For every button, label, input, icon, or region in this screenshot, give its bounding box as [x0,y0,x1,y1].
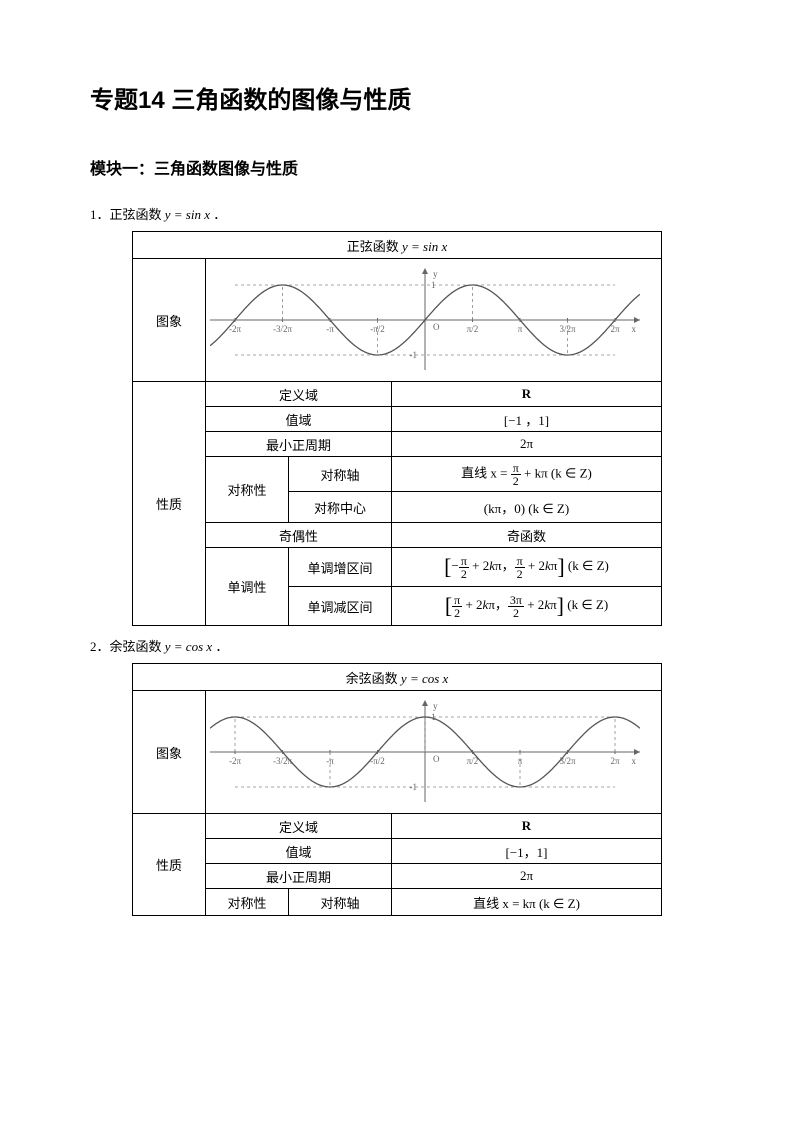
svg-text:-π/2: -π/2 [370,756,385,766]
sine-range-lbl: 值域 [206,407,392,432]
svg-text:-2π: -2π [229,324,241,334]
cosine-graph: Oyx1-1-2π-3/2π-π-π/2π/2π3/2π2π [210,697,640,807]
sine-table: 正弦函数 y = sin x 图象 Oyx1-1-2π-3/2π-π-π/2π/… [132,231,662,626]
item-2-intro: 2．余弦函数 y = cos x ． [90,636,704,655]
sine-mono-dec-lbl: 单调减区间 [289,587,392,626]
sine-mono-inc-lbl: 单调增区间 [289,548,392,587]
sine-domain-lbl: 定义域 [206,382,392,407]
svg-text:1: 1 [431,280,436,290]
svg-text:x: x [632,756,637,766]
section-subtitle: 模块一：三角函数图像与性质 [90,155,704,179]
svg-text:y: y [433,701,438,711]
sine-sym-lbl: 对称性 [206,457,289,523]
sine-mono-inc-val: [−π2 + 2kπ，π2 + 2kπ] (k ∈ Z) [392,548,662,587]
svg-text:2π: 2π [610,756,620,766]
cos-header: 余弦函数 y = cos x [133,664,662,691]
cos-domain-lbl: 定义域 [206,814,392,839]
svg-text:x: x [632,324,637,334]
svg-text:2π: 2π [610,324,620,334]
svg-text:-2π: -2π [229,756,241,766]
sine-img-label: 图象 [133,259,206,382]
svg-text:3/2π: 3/2π [559,756,576,766]
cosine-table: 余弦函数 y = cos x 图象 Oyx1-1-2π-3/2π-π-π/2π/… [132,663,662,916]
cos-graph-cell: Oyx1-1-2π-3/2π-π-π/2π/2π3/2π2π [206,691,662,814]
svg-text:-1: -1 [410,350,418,360]
svg-text:π: π [518,324,523,334]
sine-range-val: [−1 ，1] [392,407,662,432]
svg-text:π/2: π/2 [467,756,479,766]
cos-sym-lbl: 对称性 [206,889,289,916]
sine-graph: Oyx1-1-2π-3/2π-π-π/2π/2π3/2π2π [210,265,640,375]
svg-text:y: y [433,269,438,279]
item-1-intro: 1．正弦函数 y = sin x ． [90,204,704,223]
sine-prop-label: 性质 [133,382,206,626]
sine-mono-lbl: 单调性 [206,548,289,626]
cos-range-val: [−1，1] [392,839,662,864]
sine-sym-axis-lbl: 对称轴 [289,457,392,492]
sine-domain-val: R [392,382,662,407]
svg-text:-3/2π: -3/2π [273,756,292,766]
sine-parity-val: 奇函数 [392,523,662,548]
svg-text:-3/2π: -3/2π [273,324,292,334]
cos-sym-axis-lbl: 对称轴 [289,889,392,916]
svg-text:O: O [433,754,440,764]
svg-text:O: O [433,322,440,332]
cos-prop-label: 性质 [133,814,206,916]
svg-text:1: 1 [431,712,436,722]
sine-period-val: 2π [392,432,662,457]
sine-sym-center-lbl: 对称中心 [289,492,392,523]
cos-period-val: 2π [392,864,662,889]
sine-mono-dec-val: [π2 + 2kπ，3π2 + 2kπ] (k ∈ Z) [392,587,662,626]
cos-img-label: 图象 [133,691,206,814]
cos-domain-val: R [392,814,662,839]
cos-period-lbl: 最小正周期 [206,864,392,889]
sine-sym-center-val: (kπ，0) (k ∈ Z) [392,492,662,523]
svg-text:-π: -π [326,324,334,334]
svg-text:π/2: π/2 [467,324,479,334]
sine-graph-cell: Oyx1-1-2π-3/2π-π-π/2π/2π3/2π2π [206,259,662,382]
sine-header: 正弦函数 y = sin x [133,232,662,259]
page-title: 专题14 三角函数的图像与性质 [90,80,704,115]
cos-range-lbl: 值域 [206,839,392,864]
sine-sym-axis-val: 直线 x = π2 + kπ (k ∈ Z) [392,457,662,492]
svg-text:-1: -1 [410,782,418,792]
sine-parity-lbl: 奇偶性 [206,523,392,548]
sine-period-lbl: 最小正周期 [206,432,392,457]
cos-sym-axis-val: 直线 x = kπ (k ∈ Z) [392,889,662,916]
